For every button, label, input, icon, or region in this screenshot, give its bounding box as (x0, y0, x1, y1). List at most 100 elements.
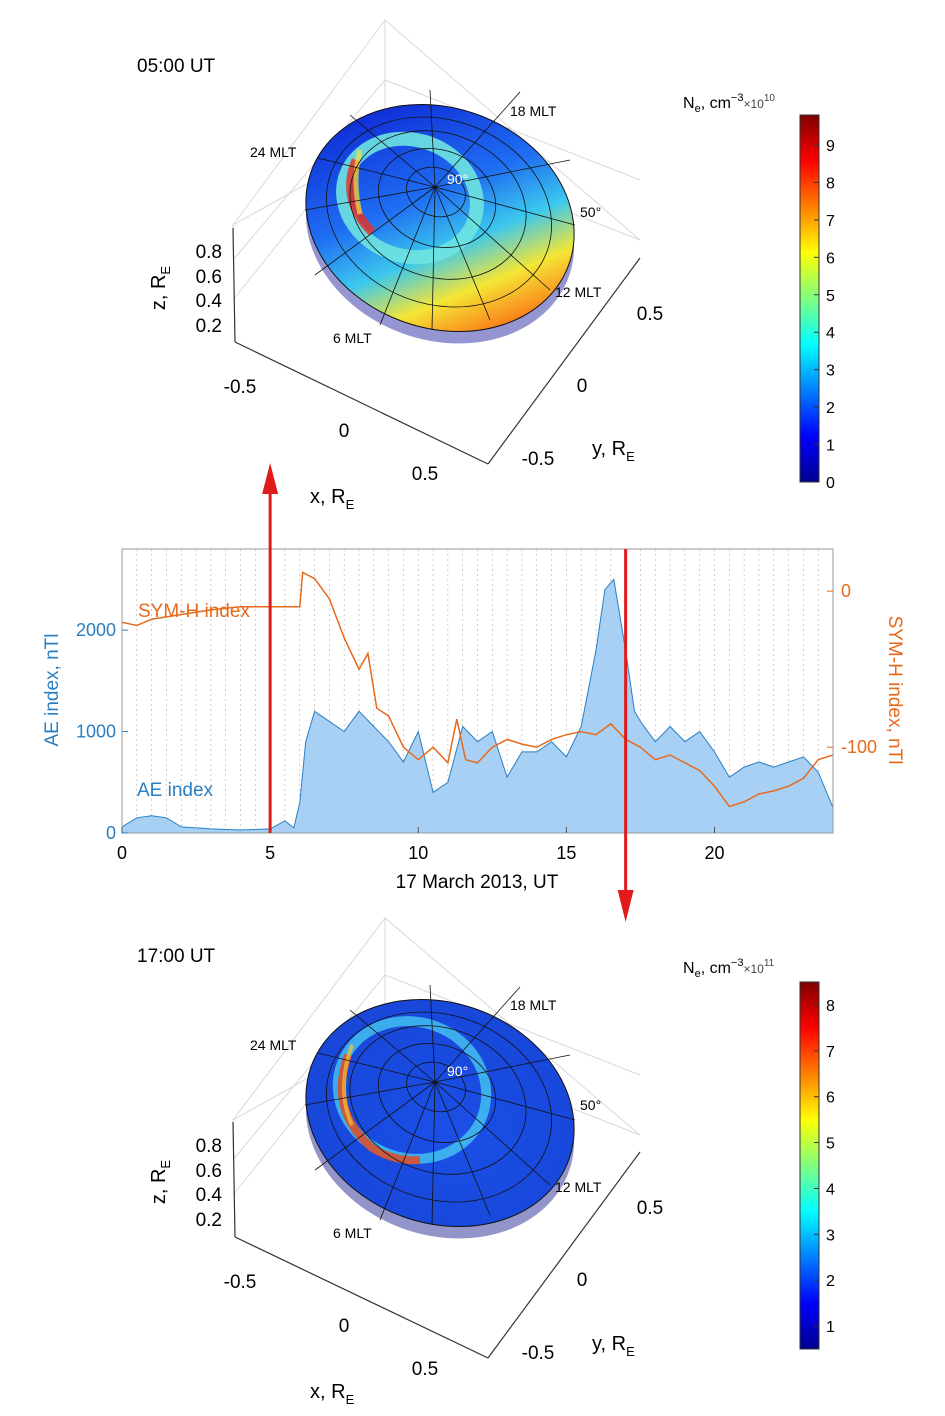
bottom-z-tick: 0.8 (196, 1136, 222, 1157)
symh-index-line (121, 571, 834, 808)
colorbar-tick-label: 5 (826, 1136, 835, 1153)
x-tick-label: 0 (117, 843, 127, 863)
plot-frame (121, 548, 834, 834)
colorbar-tick-label: 9 (826, 138, 835, 155)
colorbar-tick-label: 3 (826, 1227, 835, 1244)
bottom-z-ticks: 0.8 0.6 0.4 0.2 (196, 1136, 223, 1231)
y-left-tick-label: 2000 (76, 620, 116, 640)
bottom-z-axis-label: z, RE (148, 1160, 173, 1205)
colorbar-tick-label: 2 (826, 400, 835, 417)
bottom-x-tick: 0 (339, 1316, 350, 1337)
colorbar-tick-label: 8 (826, 998, 835, 1015)
top-panel: 05:00 UT (137, 19, 835, 512)
colorbar-tick-label: 4 (826, 1181, 835, 1198)
colorbar-tick-label: 7 (826, 213, 835, 230)
top-z-tick: 0.6 (196, 267, 222, 288)
top-lat-50-label: 50° (580, 204, 601, 220)
bottom-axes (232, 1121, 641, 1359)
top-colorbar-ticks: 0 1 2 3 4 5 6 7 8 9 (814, 138, 835, 492)
top-z-ticks: 0.8 0.6 0.4 0.2 (196, 242, 223, 337)
top-z-tick: 0.4 (196, 291, 223, 312)
symh-axis-label: SYM-H index, nTl (884, 616, 905, 765)
bottom-lat-90-label: 90° (447, 1063, 468, 1079)
colorbar-tick-label: 0 (826, 475, 835, 492)
colorbar-tick-label: 1 (826, 1319, 835, 1336)
colorbar-tick-label: 7 (826, 1044, 835, 1061)
top-lat-90-label: 90° (447, 171, 468, 187)
top-axes (232, 227, 641, 465)
x-axis-label: 17 March 2013, UT (396, 872, 559, 893)
x-tick-label: 15 (556, 843, 576, 863)
bottom-polar-disk (304, 984, 576, 1239)
bottom-colorbar (799, 981, 820, 1350)
colorbar-tick-label: 3 (826, 363, 835, 380)
colorbar-tick-label: 6 (826, 250, 835, 267)
colorbar-tick-label: 6 (826, 1090, 835, 1107)
top-meridians (304, 89, 576, 331)
top-z-axis-label: z, RE (148, 266, 173, 311)
bottom-panel: 17:00 UT (137, 917, 835, 1407)
bottom-lat-50-label: 50° (580, 1097, 601, 1113)
top-mlt-18-label: 18 MLT (510, 103, 557, 119)
bottom-mlt-12-label: 12 MLT (555, 1179, 602, 1195)
y-left-tick-label: 0 (106, 823, 116, 843)
bottom-time-label: 17:00 UT (137, 946, 216, 967)
bottom-y-tick: 0 (577, 1270, 588, 1291)
top-y-tick: 0.5 (637, 304, 663, 325)
bottom-mlt-6-label: 6 MLT (333, 1225, 372, 1241)
top-x-tick: -0.5 (224, 377, 257, 398)
top-mlt-12-label: 12 MLT (555, 284, 602, 300)
x-tick-label: 20 (704, 843, 724, 863)
bottom-y-ticks: 0.5 0 -0.5 (522, 1198, 664, 1364)
bottom-meridians (304, 984, 576, 1226)
ae-annotation: AE index (137, 780, 214, 801)
bottom-colorbar-title: Ne, cm−3×1011 (683, 957, 775, 980)
chart-axes: 0 5 10 15 20 0 1000 2000 0 -100 (76, 581, 877, 863)
top-polar-disk (304, 89, 576, 344)
bottom-y-tick: -0.5 (522, 1343, 555, 1364)
bottom-z-tick: 0.2 (196, 1210, 222, 1231)
top-mlt-24-label: 24 MLT (250, 144, 297, 160)
bottom-x-axis-label: x, RE (310, 1381, 355, 1407)
top-colorbar (799, 114, 820, 483)
y-right-tick-label: -100 (841, 737, 877, 757)
top-mlt-6-label: 6 MLT (333, 330, 372, 346)
bottom-x-tick: -0.5 (224, 1272, 257, 1293)
bottom-x-tick: 0.5 (412, 1359, 438, 1380)
top-time-label: 05:00 UT (137, 56, 216, 77)
colorbar-tick-label: 1 (826, 438, 835, 455)
top-y-axis-label: y, RE (592, 438, 635, 464)
colorbar-tick-label: 8 (826, 175, 835, 192)
ae-index-line (121, 578, 834, 831)
arrow-down-icon (617, 890, 634, 922)
top-x-tick: 0 (339, 421, 350, 442)
top-y-ticks: 0.5 0 -0.5 (522, 304, 664, 470)
ae-axis-label: AE index, nTl (42, 634, 63, 747)
bottom-mlt-24-label: 24 MLT (250, 1037, 297, 1053)
bottom-y-tick: 0.5 (637, 1198, 663, 1219)
ae-index-area (122, 579, 833, 833)
y-right-tick-label: 0 (841, 581, 851, 601)
top-x-tick: 0.5 (412, 464, 438, 485)
x-tick-label: 5 (265, 843, 275, 863)
y-left-tick-label: 1000 (76, 722, 116, 742)
bottom-z-tick: 0.4 (196, 1185, 223, 1206)
colorbar-tick-label: 2 (826, 1273, 835, 1290)
index-chart: 0 5 10 15 20 0 1000 2000 0 -100 SYM-H index AE in… (42, 463, 905, 922)
symh-annotation: SYM-H index (138, 601, 250, 622)
arrow-up-icon (262, 463, 279, 494)
top-z-tick: 0.2 (196, 316, 222, 337)
bottom-x-ticks: -0.5 0 0.5 (224, 1272, 439, 1380)
top-y-tick: 0 (577, 376, 588, 397)
top-y-tick: -0.5 (522, 449, 555, 470)
bottom-y-axis-label: y, RE (592, 1333, 635, 1359)
top-z-tick: 0.8 (196, 242, 222, 263)
time-markers (262, 463, 634, 922)
bottom-z-tick: 0.6 (196, 1161, 222, 1182)
top-x-axis-label: x, RE (310, 486, 355, 512)
bottom-mlt-18-label: 18 MLT (510, 997, 557, 1013)
top-x-ticks: -0.5 0 0.5 (224, 377, 439, 485)
colorbar-tick-label: 5 (826, 288, 835, 305)
bottom-colorbar-ticks: 1 2 3 4 5 6 7 8 (814, 998, 835, 1336)
